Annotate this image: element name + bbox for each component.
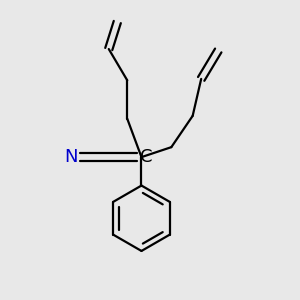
Text: N: N: [64, 148, 77, 166]
Text: C: C: [140, 148, 152, 166]
